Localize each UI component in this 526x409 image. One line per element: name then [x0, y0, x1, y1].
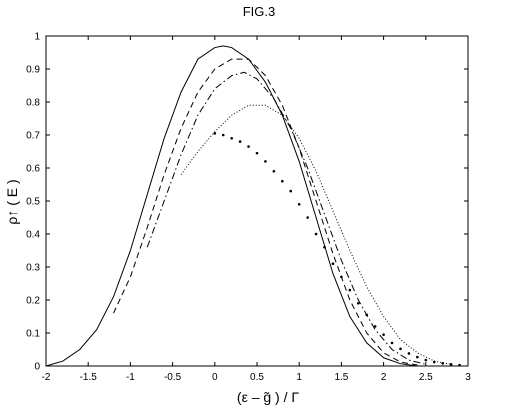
- series-5-point: [407, 352, 411, 355]
- series-5-point: [221, 133, 225, 137]
- x-ticks: -2 -1.5 -1 -0.5 0 0.5 1 1.5 2 2.5 3: [42, 36, 471, 383]
- x-tick-label: 3: [465, 372, 471, 383]
- series-5-point: [458, 363, 461, 367]
- series-5-point: [441, 362, 444, 365]
- y-tick-label: 0.7: [26, 131, 40, 142]
- series-5-point: [314, 232, 318, 236]
- series-5-point: [390, 341, 394, 345]
- x-tick-label: 2: [381, 372, 387, 383]
- series-5-point: [281, 179, 284, 183]
- x-tick-label: 2.5: [419, 372, 433, 383]
- y-tick-label: 0.8: [26, 98, 40, 109]
- series-5-point: [348, 288, 352, 292]
- x-tick-label: -0.5: [164, 372, 182, 383]
- x-tick-label: -1.5: [80, 372, 98, 383]
- y-axis-label: ρ↑ ( E ): [4, 179, 20, 224]
- series-5-point: [264, 160, 267, 163]
- y-tick-label: 0.5: [26, 197, 40, 208]
- y-tick-label: 0.2: [26, 296, 40, 307]
- series-5-point: [213, 132, 217, 135]
- x-tick-label: -1: [126, 372, 135, 383]
- series-5-point: [373, 325, 377, 328]
- series-5-point: [449, 363, 453, 366]
- series-2-line: [113, 58, 418, 366]
- series-5-point: [399, 347, 402, 351]
- series-5-point: [365, 313, 369, 317]
- x-tick-label: 0: [212, 372, 218, 383]
- series-5-point: [416, 355, 419, 359]
- series-5-point: [297, 203, 301, 206]
- y-tick-label: 0.6: [26, 164, 40, 175]
- series-5-point: [340, 275, 343, 279]
- y-tick-label: 0.9: [26, 65, 40, 76]
- series-5-point: [356, 302, 360, 305]
- chart-title: FIG.3: [243, 4, 276, 19]
- series-5-point: [382, 333, 385, 336]
- series-3-line: [146, 71, 426, 365]
- series-5-point: [238, 140, 242, 143]
- series-5-point: [230, 137, 233, 140]
- series-5-point: [247, 145, 250, 148]
- series-5-point: [306, 216, 309, 219]
- plot-frame: [45, 35, 469, 367]
- series-5-point: [331, 262, 335, 266]
- y-tick-label: 1: [34, 32, 40, 43]
- series-5-point: [432, 360, 436, 364]
- series-5-point: [323, 245, 326, 249]
- series-layer: [45, 45, 461, 367]
- x-axis-label: (ε – g̃ ) / Γ: [237, 389, 299, 405]
- series-1-line: [45, 45, 418, 367]
- x-tick-label: 1: [296, 372, 302, 383]
- y-ticks: 0 0.1 0.2 0.3 0.4 0.5 0.6 0.7 0.8 0.9 1: [26, 32, 468, 373]
- x-tick-label: -2: [42, 372, 51, 383]
- y-tick-label: 0: [34, 362, 40, 373]
- y-tick-label: 0.3: [26, 263, 40, 274]
- y-tick-label: 0.4: [26, 230, 40, 241]
- x-tick-label: 1.5: [334, 372, 348, 383]
- series-5-point: [255, 151, 259, 155]
- series-5: [213, 132, 461, 367]
- series-5-point: [424, 358, 428, 362]
- series-5-point: [289, 189, 293, 193]
- x-tick-label: 0.5: [250, 372, 264, 383]
- y-tick-label: 0.1: [26, 329, 40, 340]
- series-5-point: [272, 170, 276, 173]
